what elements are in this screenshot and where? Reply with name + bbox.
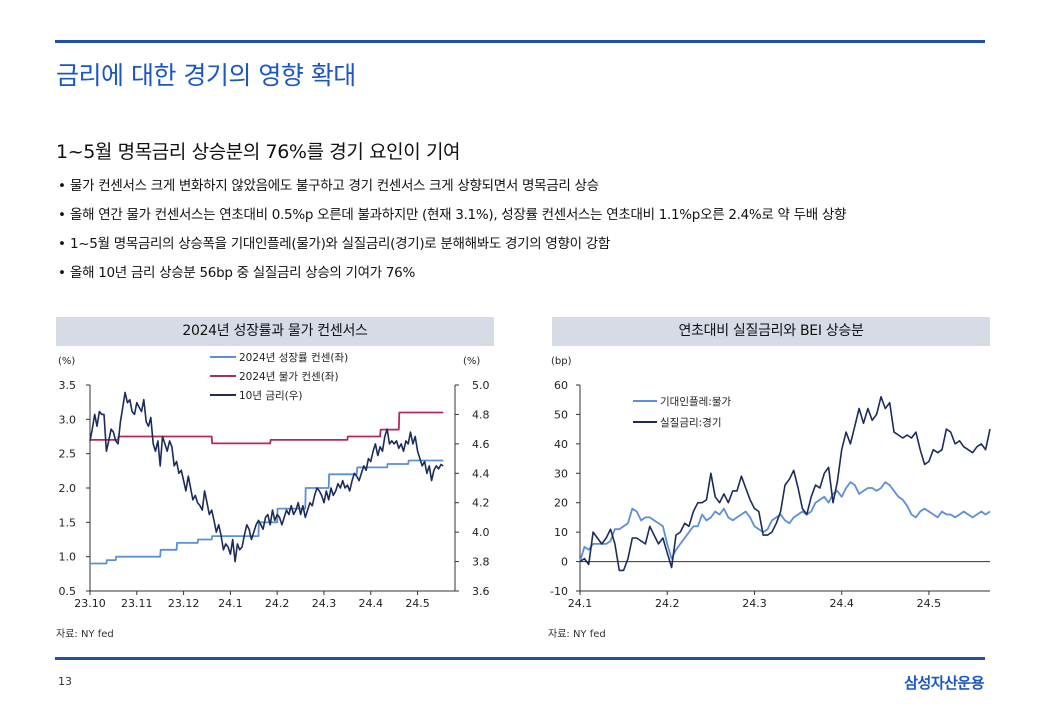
series-line-3 [89,391,444,563]
left-tick-label: 1.0 [59,551,77,564]
series-line-1 [90,459,444,565]
top-rule [55,40,985,43]
page-number: 13 [58,675,72,688]
y-tick-label: 10 [554,526,568,539]
bottom-rule [55,657,985,660]
right-tick-label: 4.6 [472,438,490,451]
right-tick-label: 4.4 [472,467,490,480]
bullet-text: 물가 컨센서스 크게 변화하지 않았음에도 불구하고 경기 컨센서스 크게 상향… [70,178,599,194]
y-tick-label: 50 [554,408,568,421]
left-tick-label: 2.5 [59,448,77,461]
bullet-text: 1~5월 명목금리의 상승폭을 기대인플레(물가)와 실질금리(경기)로 분해해… [70,236,610,252]
series-line-1 [579,481,991,562]
left-tick-label: 3.0 [59,413,77,426]
y-axis-unit: (bp) [551,356,572,367]
series-line-2 [579,396,991,572]
left-tick-label: 1.5 [59,516,77,529]
chart2-title: 연초대비 실질금리와 BEI 상승분 [552,317,990,346]
chart-growth-inflation: (%) (%) 0.5 1.0 1.5 2.0 2.5 3.0 3.5 3.6 3.8 4.0 4.2 4… [58,352,490,610]
bullet-dot: • [58,207,66,223]
series-line-2 [90,411,444,445]
left-tick-label: 2.0 [59,482,77,495]
chart1-source: 자료: NY fed [56,629,114,640]
x-tick-label: 23.11 [121,597,153,610]
bullet-item: • 올해 연간 물가 컨센서스는 연초대비 0.5%p 오른데 불과하지만 (현재… [58,205,846,234]
x-tick-label: 24.2 [265,597,290,610]
legend-label: 실질금리:경기 [660,416,722,429]
y-tick-label: 0 [561,556,568,569]
y-tick-label: 60 [554,379,568,392]
y-tick-label: 40 [554,438,568,451]
legend-label: 2024년 성장률 컨센(좌) [239,352,348,364]
bullet-dot: • [58,178,66,194]
page-subtitle: 1~5월 명목금리 상승분의 76%를 경기 요인이 기여 [56,141,461,163]
bullet-list: • 물가 컨센서스 크게 변화하지 않았음에도 불구하고 경기 컨센서스 크게 상… [58,176,846,292]
right-tick-label: 4.2 [472,497,490,510]
left-axis-unit: (%) [58,356,75,367]
x-tick-label: 23.12 [168,597,200,610]
chart1-title: 2024년 성장률과 물가 컨센서스 [56,317,494,346]
right-tick-label: 3.8 [472,556,490,569]
x-tick-label: 24.5 [405,597,430,610]
y-tick-label: 30 [554,467,568,480]
chart-real-rate-bei: (bp) -10 0 10 20 30 40 50 60 24.1 24.2 24.3 24.4 24.5… [550,356,991,610]
y-tick-label: 20 [554,497,568,510]
right-tick-label: 3.6 [472,585,490,598]
left-tick-label: 0.5 [59,585,77,598]
legend-label: 10년 금리(우) [239,390,303,402]
bullet-dot: • [58,265,66,281]
bullet-item: • 물가 컨센서스 크게 변화하지 않았음에도 불구하고 경기 컨센서스 크게 상… [58,176,846,205]
x-tick-label: 24.3 [312,597,337,610]
x-tick-label: 24.1 [218,597,243,610]
left-tick-label: 3.5 [59,379,77,392]
x-tick-label: 23.10 [74,597,106,610]
bullet-item: • 1~5월 명목금리의 상승폭을 기대인플레(물가)와 실질금리(경기)로 분해… [58,234,846,263]
bullet-text: 올해 연간 물가 컨센서스는 연초대비 0.5%p 오른데 불과하지만 (현재 … [70,207,847,223]
x-tick-label: 24.4 [359,597,384,610]
company-logo: 삼성자산운용 [904,674,984,692]
page-title: 금리에 대한 경기의 영향 확대 [56,61,356,90]
y-tick-label: -10 [550,585,568,598]
bullet-text: 올해 10년 금리 상승분 56bp 중 실질금리 상승의 기여가 76% [70,265,416,281]
legend-label: 2024년 물가 컨센(좌) [239,371,339,383]
x-tick-label: 24.5 [917,597,942,610]
x-tick-label: 24.4 [829,597,854,610]
chart2-source: 자료: NY fed [548,629,606,640]
x-tick-label: 24.3 [742,597,767,610]
right-tick-label: 4.8 [472,408,490,421]
x-tick-label: 24.2 [655,597,680,610]
x-tick-label: 24.1 [568,597,593,610]
legend-label: 기대인플레:물가 [660,396,731,408]
right-axis-unit: (%) [463,356,480,367]
right-tick-label: 4.0 [472,526,490,539]
bullet-item: • 올해 10년 금리 상승분 56bp 중 실질금리 상승의 기여가 76% [58,263,846,292]
bullet-dot: • [58,236,66,252]
right-tick-label: 5.0 [472,379,490,392]
